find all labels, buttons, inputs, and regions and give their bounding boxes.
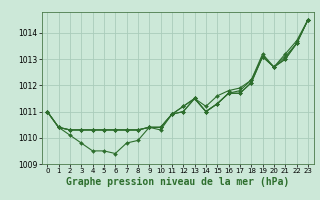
X-axis label: Graphe pression niveau de la mer (hPa): Graphe pression niveau de la mer (hPa) [66,177,289,187]
